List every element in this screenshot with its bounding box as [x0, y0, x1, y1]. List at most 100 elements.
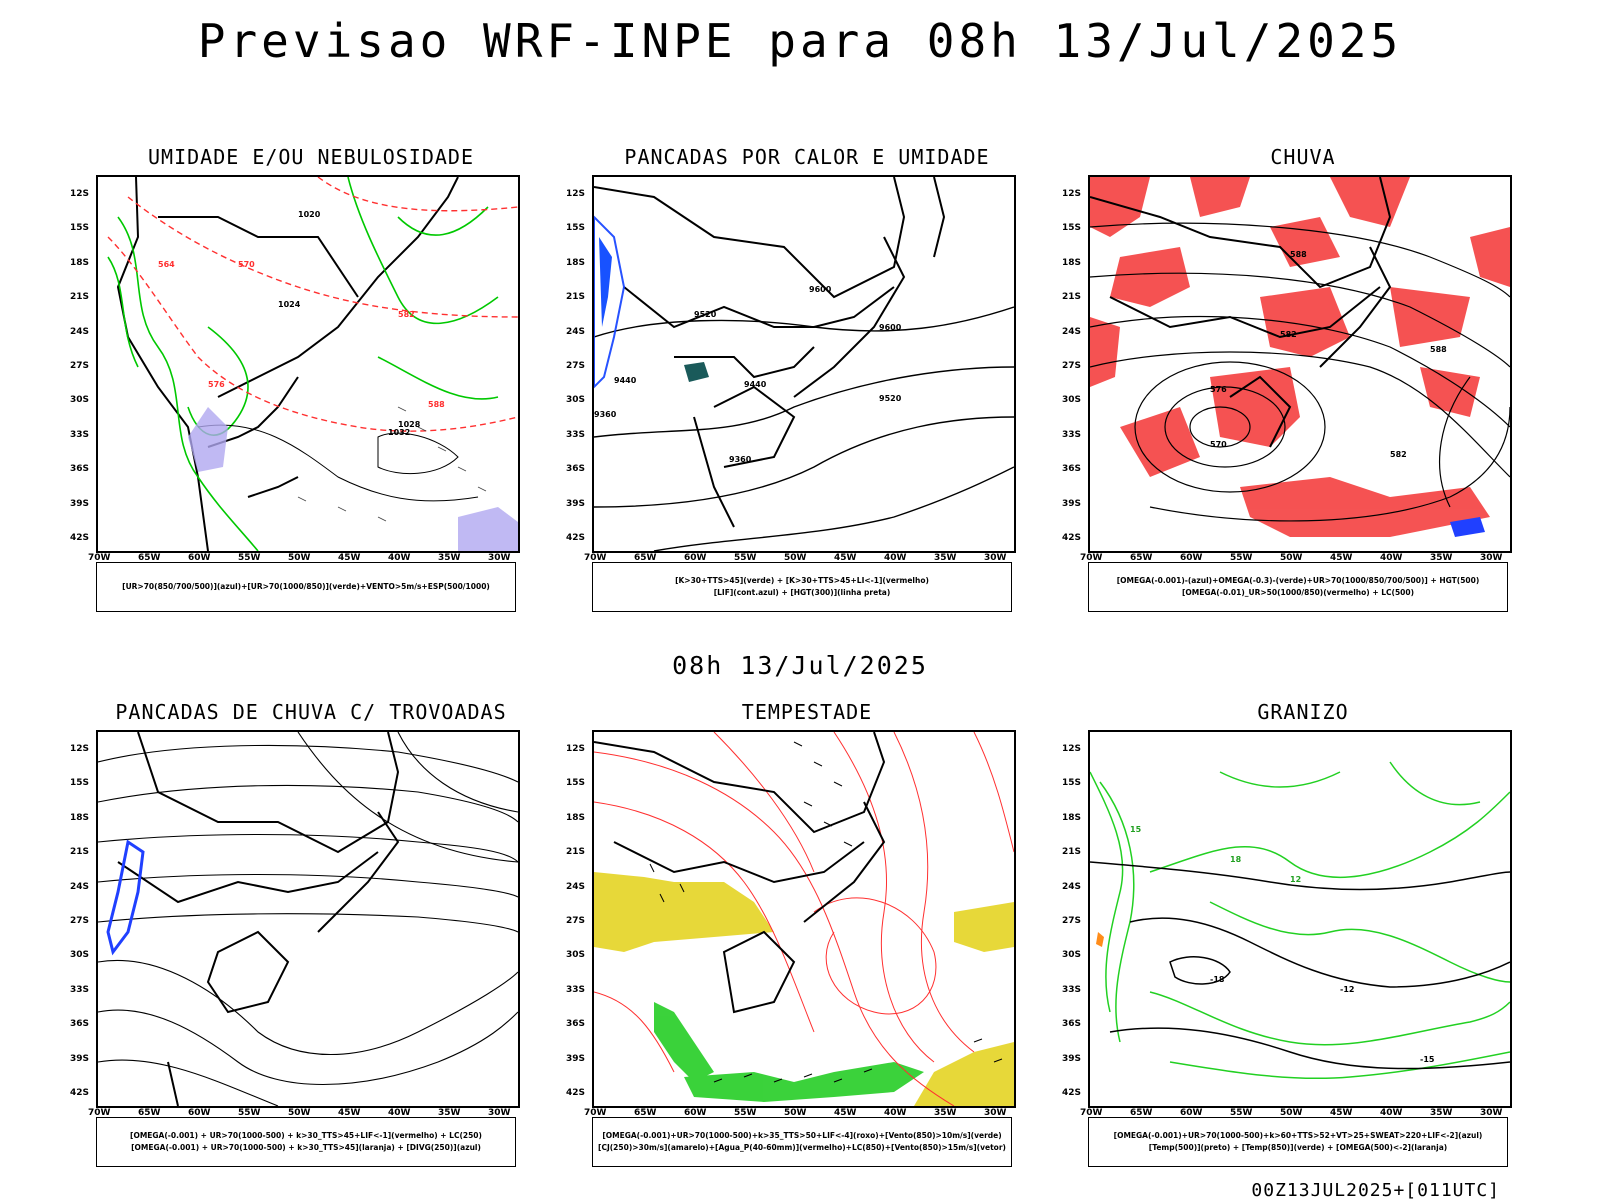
- contour-label: 588: [1290, 250, 1307, 259]
- y-tick-label: 30S: [70, 950, 90, 961]
- valid-time-label: 08h 13/Jul/2025: [672, 651, 928, 680]
- x-tick-label: 30W: [984, 553, 1007, 563]
- legend: [OMEGA(-0.001) + UR>70(1000-500) + k>30_…: [96, 1117, 516, 1167]
- y-tick-label: 21S: [566, 847, 586, 858]
- x-tick-label: 55W: [1230, 553, 1253, 563]
- y-tick-label: 18S: [566, 257, 586, 268]
- x-tick-label: 40W: [1380, 553, 1403, 563]
- contour-label: 570: [1210, 440, 1227, 449]
- y-tick-label: 21S: [70, 292, 90, 303]
- contour-label: -18: [1210, 975, 1225, 984]
- x-tick-label: 70W: [1080, 553, 1103, 563]
- contour-label: 1032: [388, 428, 410, 437]
- map-canvas: -12 -15 -18 12 15 18: [1090, 761, 1510, 1080]
- contour-label: 564: [158, 260, 175, 269]
- y-tick-label: 15S: [1062, 778, 1082, 789]
- contour-label: 582: [1280, 330, 1297, 339]
- x-tick-label: 65W: [138, 553, 161, 563]
- y-tick-label: 24S: [1062, 326, 1082, 337]
- y-tick-label: 30S: [566, 950, 586, 961]
- y-tick-label: 33S: [1062, 429, 1082, 440]
- contour-label: 1020: [298, 210, 321, 219]
- y-tick-label: 18S: [1062, 257, 1082, 268]
- map-granizo: -12 -15 -18 12 15 18: [1088, 730, 1512, 1108]
- map-canvas: 9600 9520 9440 9360 9600 9520 9440 9360: [594, 177, 1014, 551]
- y-tick-label: 39S: [70, 498, 90, 509]
- y-tick-label: 33S: [566, 984, 586, 995]
- contour-label: 588: [428, 400, 445, 409]
- x-tick-label: 55W: [1230, 1108, 1253, 1118]
- y-tick-label: 27S: [566, 916, 586, 926]
- x-tick-label: 40W: [884, 1108, 907, 1118]
- y-tick-label: 12S: [70, 744, 90, 754]
- x-tick-label: 55W: [238, 1108, 261, 1118]
- x-tick-label: 35W: [438, 1108, 461, 1118]
- y-tick-label: 39S: [1062, 1053, 1082, 1064]
- x-tick-label: 30W: [1480, 553, 1503, 563]
- x-tick-label: 30W: [984, 1108, 1007, 1118]
- x-tick-label: 70W: [584, 553, 607, 563]
- x-tick-label: 45W: [1330, 1108, 1353, 1118]
- contour-label: 576: [208, 380, 225, 389]
- x-tick-label: 70W: [88, 1108, 111, 1118]
- contour-label: 9360: [729, 455, 752, 464]
- y-tick-label: 15S: [566, 778, 586, 789]
- y-tick-label: 24S: [70, 326, 90, 337]
- contour-label: 570: [238, 260, 255, 269]
- y-tick-label: 12S: [1062, 189, 1082, 199]
- y-tick-label: 30S: [1062, 395, 1082, 406]
- y-tick-label: 42S: [70, 533, 90, 543]
- x-tick-label: 60W: [1180, 553, 1203, 563]
- y-tick-label: 36S: [1062, 1019, 1082, 1030]
- y-tick-label: 42S: [566, 1088, 586, 1098]
- x-tick-label: 40W: [388, 553, 411, 563]
- contour-label: 576: [1210, 385, 1227, 394]
- y-tick-label: 36S: [566, 1019, 586, 1030]
- y-tick-label: 33S: [1062, 984, 1082, 995]
- panel-title: PANCADAS DE CHUVA C/ TROVOADAS: [115, 700, 507, 724]
- contour-label: 12: [1290, 875, 1301, 884]
- contour-label: 15: [1130, 825, 1142, 834]
- y-tick-label: 27S: [70, 916, 90, 926]
- panel-title: PANCADAS POR CALOR E UMIDADE: [624, 145, 990, 169]
- x-tick-label: 45W: [338, 1108, 361, 1118]
- y-tick-label: 21S: [566, 292, 586, 303]
- y-tick-label: 21S: [70, 847, 90, 858]
- x-tick-label: 35W: [1430, 553, 1453, 563]
- y-tick-label: 21S: [1062, 847, 1082, 858]
- contour-label: 9600: [879, 323, 902, 332]
- x-tick-label: 50W: [288, 553, 311, 563]
- map-canvas: [98, 732, 518, 1106]
- y-tick-label: 24S: [566, 881, 586, 892]
- contour-label: 1028: [398, 420, 421, 429]
- legend-line: [OMEGA(-0.001)+UR>70(1000-500)+k>60+TTS>…: [1113, 1131, 1483, 1140]
- y-tick-label: 12S: [566, 189, 586, 199]
- x-tick-label: 50W: [784, 1108, 807, 1118]
- x-tick-label: 70W: [1080, 1108, 1103, 1118]
- x-tick-label: 35W: [1430, 1108, 1453, 1118]
- x-tick-label: 40W: [884, 553, 907, 563]
- x-tick-label: 65W: [1130, 553, 1153, 563]
- y-tick-label: 30S: [1062, 950, 1082, 961]
- x-tick-label: 65W: [634, 553, 657, 563]
- x-tick-label: 30W: [488, 1108, 511, 1118]
- legend-line: [OMEGA(-0.001) + UR>70(1000-500) + k>30_…: [131, 1143, 481, 1152]
- legend-line: [UR>70(850/700/500)](azul)+[UR>70(1000/8…: [122, 582, 490, 591]
- contour-label: 582: [1390, 450, 1407, 459]
- contour-label: 9520: [694, 310, 717, 319]
- x-tick-label: 35W: [934, 553, 957, 563]
- x-tick-label: 55W: [734, 553, 757, 563]
- legend-line: [OMEGA(-0.01)_UR>50(1000/850)(vermelho) …: [1181, 588, 1415, 597]
- x-tick-label: 45W: [834, 553, 857, 563]
- x-tick-label: 60W: [188, 553, 211, 563]
- x-tick-label: 65W: [1130, 1108, 1153, 1118]
- y-tick-label: 39S: [566, 1053, 586, 1064]
- x-tick-label: 55W: [238, 553, 261, 563]
- contour-label: 9600: [809, 285, 832, 294]
- y-tick-label: 12S: [1062, 744, 1082, 754]
- y-tick-label: 27S: [70, 361, 90, 371]
- legend: [UR>70(850/700/500)](azul)+[UR>70(1000/8…: [96, 562, 516, 612]
- y-tick-label: 30S: [70, 395, 90, 406]
- x-tick-label: 30W: [1480, 1108, 1503, 1118]
- panel-title: UMIDADE E/OU NEBULOSIDADE: [147, 145, 475, 169]
